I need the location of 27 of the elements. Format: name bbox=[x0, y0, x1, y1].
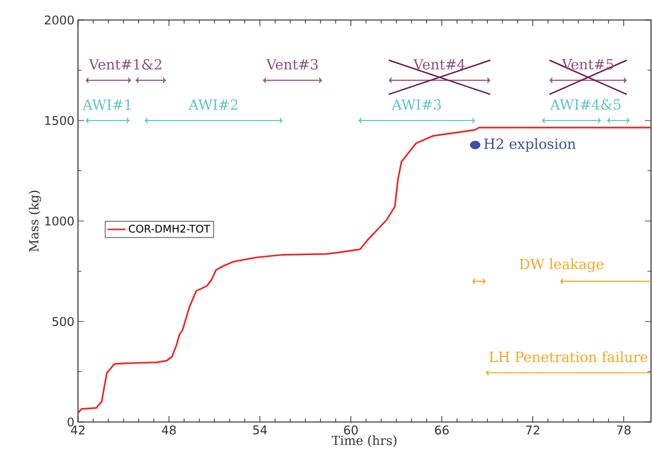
y-tick-label: 0 bbox=[68, 417, 74, 427]
line-series bbox=[77, 126, 652, 414]
y-tick-label: 1000 bbox=[45, 216, 74, 226]
y-tick-label: 500 bbox=[52, 316, 74, 326]
series-label: DW leakage bbox=[520, 258, 604, 272]
series-label: H2 explosion bbox=[484, 138, 576, 152]
x-tick-label: 42 bbox=[70, 426, 84, 434]
series-label: Vent#3 bbox=[266, 59, 318, 70]
x-tick-label: 48 bbox=[162, 426, 176, 435]
x-tick-label: 54 bbox=[253, 426, 267, 434]
series-label: Vent#1&2 bbox=[88, 59, 162, 70]
legend-label: COR-DMH2-TOT bbox=[128, 224, 210, 233]
series-label: Vent#4 bbox=[413, 59, 466, 70]
x-tick-label: 66 bbox=[435, 426, 449, 435]
series-label: AWI#1 bbox=[82, 99, 131, 110]
x-tick-label: 72 bbox=[526, 426, 540, 434]
series-label: LH Penetration failure bbox=[489, 351, 648, 362]
y-axis-title: Mass (kg) bbox=[28, 190, 42, 252]
series-label: AWI#3 bbox=[392, 99, 441, 110]
series-label: Vent#5 bbox=[562, 59, 614, 70]
x-tick-label: 60 bbox=[344, 426, 358, 435]
y-tick-label: 2000 bbox=[44, 15, 74, 25]
x-tick-label: 78 bbox=[617, 426, 631, 435]
series-label: AWI#4&5 bbox=[550, 99, 620, 110]
y-tick-label: 1500 bbox=[45, 116, 74, 126]
x-axis-title: Time (hrs) bbox=[332, 435, 396, 447]
series-label: AWI#2 bbox=[188, 99, 238, 110]
